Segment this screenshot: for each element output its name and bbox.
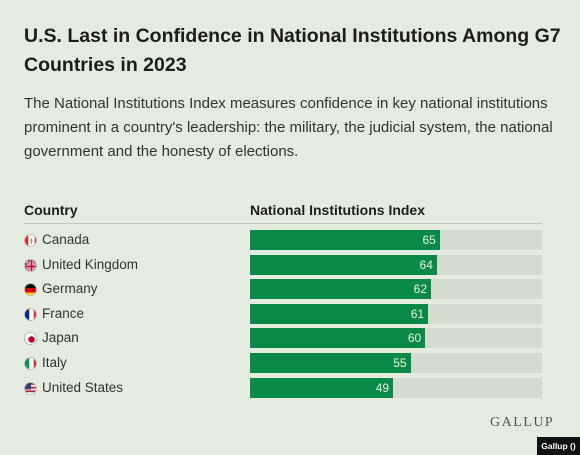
bar-track: 62	[250, 279, 542, 300]
bar-track: 65	[250, 230, 542, 250]
bar-row-canada: Canada 65	[24, 230, 542, 250]
value-label: 65	[422, 233, 436, 247]
bar-canada	[250, 230, 440, 250]
country-label: United States	[42, 379, 124, 395]
france-flag-icon	[24, 307, 37, 321]
bar-track: 64	[250, 254, 542, 275]
country-label: Canada	[42, 232, 90, 247]
bar-germany	[250, 279, 432, 300]
value-label: 61	[410, 306, 425, 321]
usa-flag-icon	[24, 381, 37, 395]
canada-flag-icon	[24, 234, 37, 247]
country-label: France	[42, 305, 85, 321]
chart-subtitle: The National Institutions Index measures…	[24, 95, 553, 160]
value-label: 55	[393, 356, 407, 370]
header-divider	[24, 223, 542, 224]
uk-flag-icon	[24, 258, 37, 272]
bar-france	[250, 303, 429, 324]
gallup-logo: GALLUP	[490, 415, 555, 430]
bar-united-kingdom	[250, 254, 437, 275]
japan-flag-icon	[24, 332, 37, 346]
country-label: Germany	[42, 281, 98, 297]
bar-row-japan: Japan 60	[24, 328, 542, 349]
bar-row-germany: Germany 62	[24, 279, 542, 300]
bar-row-france: France 61	[24, 303, 542, 324]
country-label: Japan	[42, 330, 79, 346]
image-credit: Gallup ()	[537, 437, 580, 455]
bar-track: 49	[250, 377, 542, 398]
column-header-index: National Institutions Index	[250, 202, 426, 218]
bar-row-united-kingdom: United Kingdom 64	[24, 254, 542, 275]
bar-row-italy: Italy 55	[24, 353, 542, 373]
bar-united-states	[250, 377, 394, 398]
bar-track: 60	[250, 328, 542, 349]
germany-flag-icon	[24, 283, 37, 297]
chart-title: U.S. Last in Confidence in National Inst…	[24, 25, 561, 76]
value-label: 60	[407, 331, 422, 346]
value-label: 64	[419, 257, 433, 272]
bar-track: 55	[250, 353, 542, 373]
bar-row-united-states: United States 49	[24, 377, 542, 398]
bar-japan	[250, 328, 426, 349]
italy-flag-icon	[24, 357, 37, 370]
bar-track: 61	[250, 303, 542, 324]
value-label: 62	[413, 282, 428, 297]
bar-italy	[250, 353, 411, 373]
country-label: Italy	[42, 355, 67, 370]
column-header-country: Country	[24, 202, 78, 218]
country-label: United Kingdom	[42, 256, 139, 272]
value-label: 49	[375, 380, 390, 395]
